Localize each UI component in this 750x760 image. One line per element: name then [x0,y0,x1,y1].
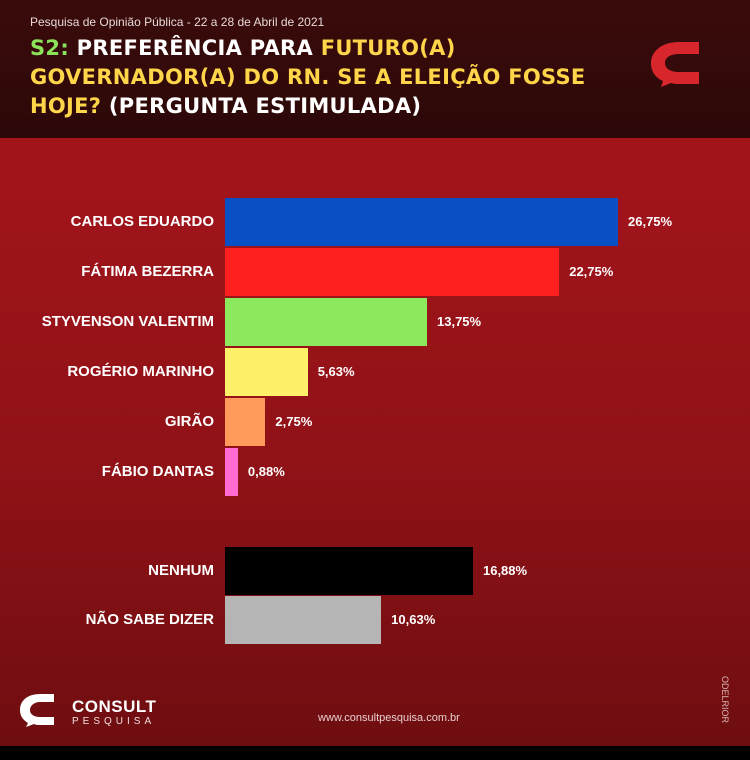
consult-logo-icon [20,694,54,727]
side-credit: ODELRIOR [720,676,730,724]
survey-subtitle: Pesquisa de Opinião Pública - 22 a 28 de… [30,15,325,29]
title-prefix: S2: [30,36,70,60]
bar-chart: CARLOS EDUARDO 26,75% FÁTIMA BEZERRA 22,75%… [0,138,750,746]
title-part1: PREFERÊNCIA PARA [69,36,321,60]
chart-title: S2: PREFERÊNCIA PARA FUTURO(A) GOVERNADO… [30,34,590,121]
category-label: CARLOS EDUARDO [70,213,214,230]
category-label: NENHUM [148,562,214,579]
category-label: NÃO SABE DIZER [85,611,214,628]
bar [225,448,238,496]
footer-brand-sub: PESQUISA [72,716,156,727]
value-label: 2,75% [275,414,313,429]
footer-url[interactable]: www.consultpesquisa.com.br [318,712,460,724]
consult-speech-c-icon [651,42,699,87]
value-label: 10,63% [391,612,436,627]
bar [225,198,618,246]
bar [225,596,382,644]
category-label: FÁTIMA BEZERRA [81,263,214,280]
value-label: 26,75% [628,214,673,229]
header: Pesquisa de Opinião Pública - 22 a 28 de… [0,0,750,138]
value-label: 22,75% [569,264,614,279]
category-label: STYVENSON VALENTIM [41,313,214,330]
category-label: FÁBIO DANTAS [101,463,214,480]
value-label: 5,63% [317,364,355,379]
value-label: 16,88% [482,563,528,578]
category-label: ROGÉRIO MARINHO [67,363,214,380]
chart-panel: CARLOS EDUARDO 26,75% FÁTIMA BEZERRA 22,75%… [0,138,750,746]
bar [225,547,473,595]
title-part2: (PERGUNTA ESTIMULADA) [101,94,422,118]
footer-brand: CONSULT [72,697,157,716]
value-label: 0,88% [247,464,285,479]
title-highlight: FUTURO(A) GOVERNADOR(A) DO RN. SE A ELEI… [30,36,586,118]
category-label: GIRÃO [164,413,214,430]
value-label: 13,75% [437,314,482,329]
bar [225,348,308,396]
bar [225,398,266,446]
bar [225,248,560,296]
bar [225,298,427,346]
